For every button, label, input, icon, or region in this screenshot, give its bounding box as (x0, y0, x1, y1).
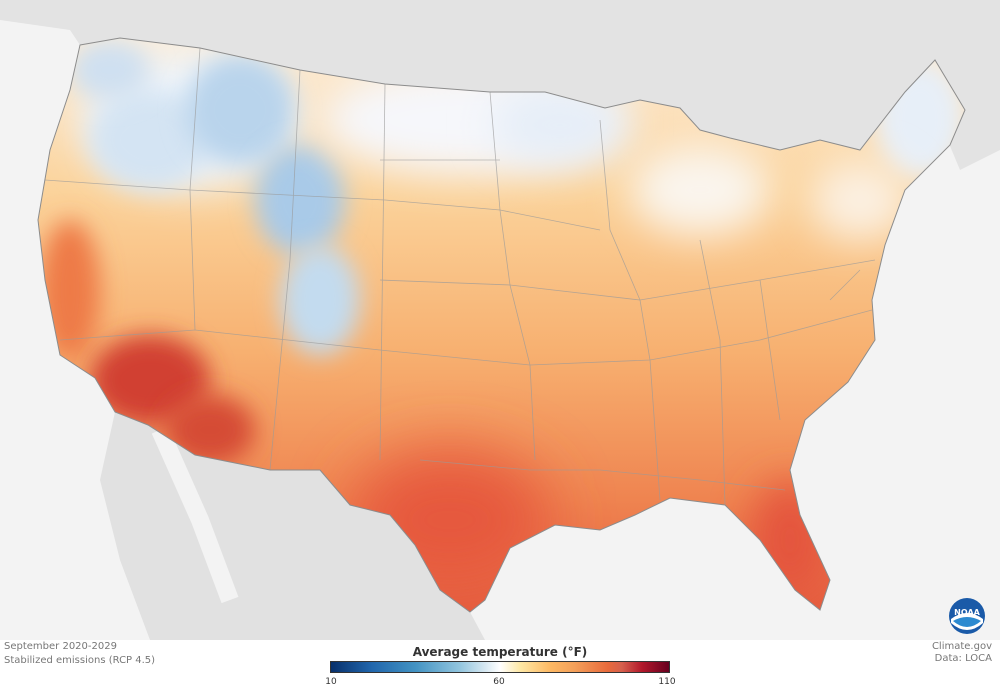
mexico-landmass (100, 412, 485, 640)
data-credit: Data: LOCA (934, 653, 992, 664)
legend-color-bar (330, 661, 670, 673)
gulf-outline (151, 426, 239, 604)
legend-title: Average temperature (°F) (412, 645, 588, 659)
legend-tick-max: 110 (658, 677, 676, 687)
source-credit: Climate.gov (931, 641, 992, 652)
canada-landmass (0, 0, 1000, 170)
footer: September 2020-2029 Stabilized emissions… (0, 640, 1000, 690)
svg-text:NOAA: NOAA (954, 608, 980, 617)
noaa-logo: NOAA (949, 598, 985, 634)
legend-tick-min: 10 (325, 677, 337, 687)
period-label: September 2020-2029 (4, 641, 117, 652)
temperature-map (0, 0, 1000, 640)
scenario-label: Stabilized emissions (RCP 4.5) (4, 655, 156, 666)
state-borders (44, 47, 876, 506)
legend-tick-mid: 60 (493, 677, 505, 687)
